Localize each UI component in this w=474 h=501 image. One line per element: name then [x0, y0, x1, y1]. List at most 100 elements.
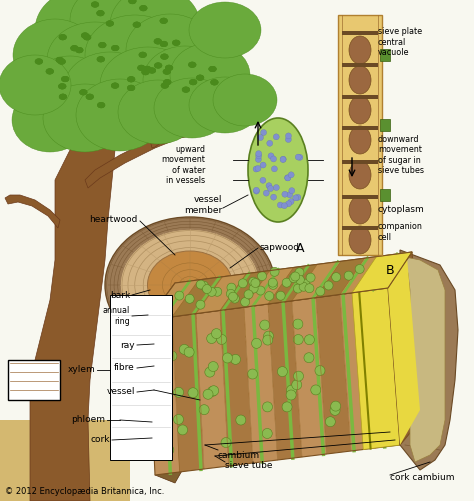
Ellipse shape: [127, 85, 135, 91]
Circle shape: [297, 154, 303, 160]
Circle shape: [196, 300, 205, 309]
Circle shape: [249, 277, 258, 286]
Ellipse shape: [196, 75, 204, 81]
Ellipse shape: [160, 54, 168, 60]
Circle shape: [153, 430, 163, 440]
Circle shape: [217, 335, 227, 344]
Text: vessel
member: vessel member: [184, 195, 222, 215]
Text: upward
movement
of water
in vessels: upward movement of water in vessels: [161, 145, 205, 185]
Circle shape: [301, 279, 310, 288]
Ellipse shape: [71, 45, 78, 51]
Polygon shape: [380, 49, 390, 61]
Text: phloem: phloem: [71, 415, 105, 424]
Ellipse shape: [43, 84, 127, 152]
Text: fibre: fibre: [114, 364, 135, 373]
Polygon shape: [292, 298, 327, 457]
Circle shape: [264, 331, 273, 341]
Ellipse shape: [111, 45, 119, 51]
Text: ray: ray: [120, 341, 135, 350]
Ellipse shape: [189, 79, 197, 85]
Ellipse shape: [61, 76, 69, 82]
Ellipse shape: [79, 89, 87, 95]
Polygon shape: [148, 280, 199, 320]
Circle shape: [200, 281, 209, 290]
Ellipse shape: [182, 87, 190, 93]
Ellipse shape: [143, 66, 151, 72]
Circle shape: [227, 283, 236, 292]
Circle shape: [179, 344, 189, 354]
Ellipse shape: [189, 79, 197, 85]
Ellipse shape: [59, 34, 67, 40]
Circle shape: [280, 156, 286, 162]
Circle shape: [277, 202, 283, 208]
Circle shape: [221, 437, 231, 447]
Circle shape: [257, 272, 266, 281]
Circle shape: [268, 153, 274, 159]
Ellipse shape: [64, 52, 156, 124]
Ellipse shape: [189, 77, 261, 133]
Ellipse shape: [0, 55, 71, 115]
Polygon shape: [292, 262, 341, 301]
Circle shape: [167, 351, 177, 361]
Text: cork: cork: [91, 435, 110, 444]
Ellipse shape: [75, 47, 83, 53]
Circle shape: [305, 284, 314, 293]
Circle shape: [299, 282, 308, 291]
Ellipse shape: [86, 94, 94, 100]
Ellipse shape: [349, 66, 371, 94]
Circle shape: [185, 294, 194, 303]
Ellipse shape: [56, 57, 64, 63]
Circle shape: [244, 290, 253, 299]
Circle shape: [266, 183, 272, 189]
Ellipse shape: [248, 118, 308, 222]
Ellipse shape: [81, 33, 89, 39]
Text: companion
cell: companion cell: [378, 222, 423, 241]
Polygon shape: [172, 314, 204, 472]
Ellipse shape: [96, 10, 104, 16]
Ellipse shape: [160, 54, 168, 60]
Circle shape: [249, 284, 258, 293]
Ellipse shape: [47, 22, 143, 98]
Polygon shape: [244, 304, 277, 463]
Ellipse shape: [139, 52, 147, 58]
Ellipse shape: [139, 52, 147, 58]
Ellipse shape: [163, 69, 171, 75]
Ellipse shape: [154, 63, 162, 69]
Circle shape: [289, 274, 298, 283]
Circle shape: [205, 367, 215, 377]
Circle shape: [295, 194, 301, 200]
Text: B: B: [386, 264, 394, 277]
Text: bark: bark: [110, 291, 130, 300]
Ellipse shape: [86, 94, 94, 100]
Ellipse shape: [148, 68, 156, 74]
Ellipse shape: [111, 83, 119, 89]
Polygon shape: [190, 276, 260, 340]
Ellipse shape: [196, 75, 204, 81]
Ellipse shape: [97, 102, 105, 108]
Ellipse shape: [188, 62, 196, 68]
Polygon shape: [85, 118, 240, 188]
Ellipse shape: [182, 87, 190, 93]
Circle shape: [207, 334, 217, 344]
Circle shape: [260, 162, 266, 168]
Ellipse shape: [128, 0, 137, 4]
Circle shape: [251, 279, 260, 288]
Circle shape: [228, 292, 237, 301]
Ellipse shape: [127, 76, 135, 82]
Circle shape: [241, 298, 250, 307]
Ellipse shape: [170, 43, 250, 107]
Circle shape: [315, 366, 325, 376]
Ellipse shape: [160, 54, 168, 60]
Ellipse shape: [133, 22, 141, 28]
Circle shape: [203, 389, 213, 399]
Circle shape: [253, 166, 259, 172]
Circle shape: [270, 268, 279, 277]
Ellipse shape: [111, 83, 119, 89]
Ellipse shape: [110, 0, 200, 63]
Ellipse shape: [154, 39, 162, 45]
Polygon shape: [150, 88, 245, 148]
Polygon shape: [155, 440, 195, 483]
Text: sapwood: sapwood: [260, 242, 300, 252]
Circle shape: [256, 286, 265, 295]
Ellipse shape: [127, 76, 135, 82]
